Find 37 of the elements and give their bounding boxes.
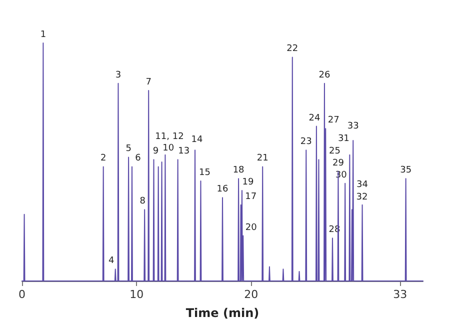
annotation: 18 — [232, 166, 245, 176]
annotation: 33 — [347, 122, 359, 132]
annotation: 26 — [318, 70, 330, 80]
annotation: 35 — [400, 166, 412, 176]
annotation: 11, 12 — [155, 132, 184, 142]
annotation: 20 — [245, 222, 258, 233]
annotation: 13 — [178, 146, 190, 157]
annotation: 25 — [329, 146, 340, 157]
annotation: 15 — [199, 168, 210, 178]
annotation: 19 — [242, 178, 254, 188]
annotation: 23 — [300, 137, 312, 148]
annotation: 16 — [216, 184, 228, 195]
annotation: 2 — [100, 154, 106, 164]
annotation: 1 — [40, 30, 46, 40]
annotation: 6 — [135, 154, 142, 164]
annotation: 8 — [140, 196, 146, 207]
annotation: 34 — [356, 180, 368, 190]
annotation: 17 — [245, 192, 257, 202]
annotation: 10 — [162, 144, 174, 154]
annotation: 22 — [286, 44, 298, 54]
annotation: 14 — [191, 135, 203, 146]
x-axis-title: Time (min) — [186, 306, 260, 320]
x-tick-label: 20 — [244, 288, 258, 301]
x-tick-label: 10 — [130, 288, 144, 301]
annotation: 5 — [126, 144, 132, 154]
annotation: 32 — [356, 192, 368, 203]
annotation: 31 — [338, 134, 350, 144]
annotation: 27 — [328, 116, 340, 126]
annotation: 4 — [108, 256, 115, 266]
annotation: 7 — [146, 78, 152, 88]
annotation: 29 — [332, 158, 344, 168]
annotation: 24 — [308, 113, 320, 124]
x-tick-label: 33 — [393, 288, 408, 301]
annotation: 9 — [152, 146, 159, 157]
annotation: 21 — [256, 154, 268, 164]
annotation: 3 — [115, 70, 122, 80]
x-tick-label: 0 — [18, 288, 26, 301]
